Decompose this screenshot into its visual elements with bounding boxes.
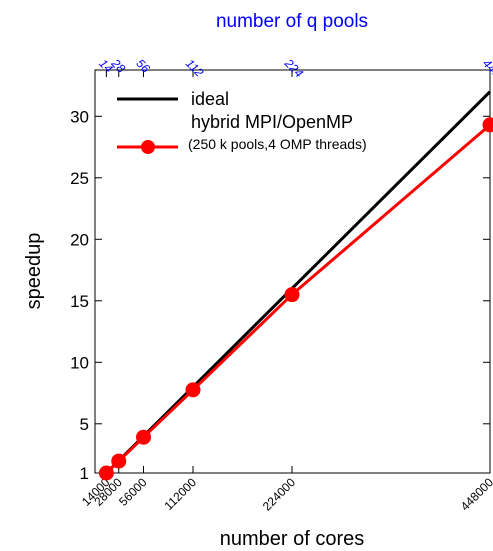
data-point bbox=[111, 453, 127, 469]
legend-hybrid-label: hybrid MPI/OpenMP bbox=[191, 112, 353, 132]
x-tick-label: 448000 bbox=[458, 475, 493, 513]
y-tick-label: 20 bbox=[70, 230, 89, 249]
x-tick-label: 56000 bbox=[116, 475, 150, 509]
top-tick-label: 448 bbox=[480, 56, 493, 80]
data-point bbox=[136, 429, 151, 445]
x-tick-label: 224000 bbox=[260, 475, 298, 513]
y-tick-label: 10 bbox=[70, 353, 89, 372]
y-tick-label: 25 bbox=[70, 169, 89, 188]
y-axis-title: speedup bbox=[23, 233, 45, 310]
data-point bbox=[185, 382, 201, 398]
data-point bbox=[98, 465, 114, 481]
y-tick-label: 15 bbox=[70, 292, 89, 311]
legend-hybrid-marker bbox=[141, 140, 155, 154]
series-line-1 bbox=[105, 123, 491, 475]
series-line-0 bbox=[105, 90, 492, 475]
data-point bbox=[482, 117, 493, 133]
legend-ideal-label: ideal bbox=[191, 89, 229, 109]
y-tick-label: 5 bbox=[80, 415, 89, 434]
x-axis-title: number of cores bbox=[220, 528, 365, 550]
data-point bbox=[284, 287, 300, 303]
top-tick-label: 28 bbox=[108, 56, 128, 76]
x-tick-label: 112000 bbox=[162, 475, 200, 513]
y-tick-label: 1 bbox=[80, 464, 89, 483]
series-layer bbox=[98, 90, 493, 481]
y-tick-label: 30 bbox=[70, 107, 89, 126]
top-tick-label: 56 bbox=[133, 56, 153, 76]
top-tick-label: 112 bbox=[183, 56, 207, 80]
legend-note: (250 k pools,4 OMP threads) bbox=[188, 136, 367, 152]
top-axis-title: number of q pools bbox=[216, 11, 368, 32]
legend: ideal hybrid MPI/OpenMP (250 k pools,4 O… bbox=[117, 89, 367, 154]
top-tick-label: 224 bbox=[281, 56, 306, 81]
